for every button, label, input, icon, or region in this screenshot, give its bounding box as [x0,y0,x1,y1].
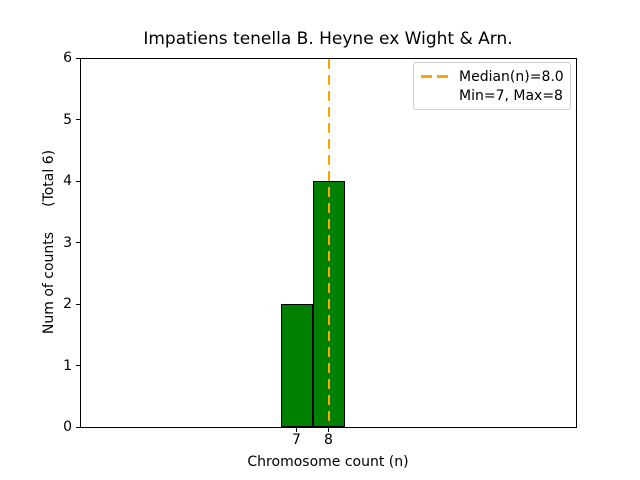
y-axis-total-annotation: (Total 6) [41,149,57,207]
dashed-line-icon [421,75,448,78]
histogram-bar-7 [280,304,313,427]
y-tick-mark [76,119,80,120]
y-tick-label: 2 [63,296,72,312]
y-tick-mark [76,303,80,305]
y-tick-label: 4 [63,173,72,189]
x-axis-label: Chromosome count (n) [247,454,409,470]
y-tick-label: 5 [63,111,72,128]
y-axis-label: Num of counts (Total 6) [41,150,57,334]
chart-title: Impatiens tenella B. Heyne ex Wight & Ar… [143,29,513,49]
x-tick-mark [328,428,329,432]
y-tick-mark [76,426,80,428]
legend-label-minmax: Min=7, Max=8 [459,87,563,104]
y-tick-label: 3 [63,234,72,251]
y-axis-label-text: Num of counts [41,231,57,335]
y-tick-label: 1 [63,357,72,374]
legend-label-median: Median(n)=8.0 [459,68,564,85]
y-tick-mark [76,242,80,243]
y-tick-mark [76,180,80,182]
x-tick-label: 7 [292,432,301,448]
x-tick-label: 8 [324,432,333,448]
y-tick-label: 0 [63,419,72,435]
x-tick-mark [296,428,297,432]
empty-handle-spacer [421,94,448,97]
median-line [327,59,330,427]
y-tick-mark [76,57,80,59]
legend-box: Median(n)=8.0 Min=7, Max=8 [413,62,571,110]
y-tick-label: 6 [63,50,72,66]
legend-entry-minmax: Min=7, Max=8 [421,86,563,105]
legend-entry-median: Median(n)=8.0 [421,67,564,86]
y-tick-mark [76,365,80,366]
